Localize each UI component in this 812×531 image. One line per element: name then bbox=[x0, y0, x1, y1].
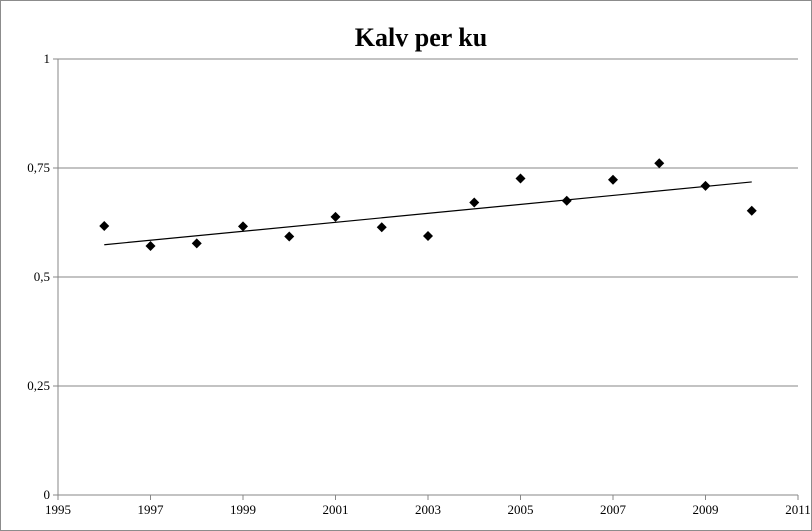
data-point bbox=[284, 231, 295, 242]
data-point bbox=[191, 238, 202, 249]
x-tick-label: 2001 bbox=[323, 502, 349, 517]
y-tick-label: 0,75 bbox=[27, 160, 50, 175]
data-point bbox=[423, 231, 433, 242]
data-point bbox=[515, 173, 526, 184]
trend-line bbox=[104, 181, 752, 246]
data-point bbox=[238, 221, 248, 232]
data-point bbox=[561, 195, 572, 206]
data-points bbox=[99, 158, 757, 252]
data-point bbox=[145, 241, 156, 252]
x-tick-label: 1995 bbox=[45, 502, 71, 517]
y-tick-label: 0,25 bbox=[27, 378, 50, 393]
x-tick-label: 2011 bbox=[785, 502, 811, 517]
gridlines bbox=[58, 58, 798, 387]
x-tick-label: 2003 bbox=[415, 502, 441, 517]
chart-title: Kalv per ku bbox=[355, 23, 487, 52]
axes bbox=[53, 58, 799, 500]
y-tick-label: 1 bbox=[44, 51, 51, 66]
data-point bbox=[469, 197, 480, 208]
x-tick-label: 2009 bbox=[693, 502, 719, 517]
data-point bbox=[700, 180, 711, 191]
data-point bbox=[746, 205, 757, 216]
x-tick-label: 2005 bbox=[508, 502, 534, 517]
data-point bbox=[608, 174, 618, 185]
data-point bbox=[376, 222, 387, 233]
y-tick-label: 0 bbox=[44, 487, 51, 502]
data-point bbox=[330, 211, 341, 222]
x-tick-label: 2007 bbox=[600, 502, 627, 517]
data-point bbox=[99, 220, 110, 231]
x-tick-label: 1997 bbox=[138, 502, 165, 517]
tick-labels: 0 0,25 0,5 0,75 1 1995 1997 1999 2001 2003 2005 200… bbox=[27, 51, 811, 517]
data-point bbox=[654, 158, 665, 169]
trendline-layer bbox=[104, 181, 752, 246]
y-tick-label: 0,5 bbox=[34, 269, 50, 284]
x-tick-label: 1999 bbox=[230, 502, 256, 517]
